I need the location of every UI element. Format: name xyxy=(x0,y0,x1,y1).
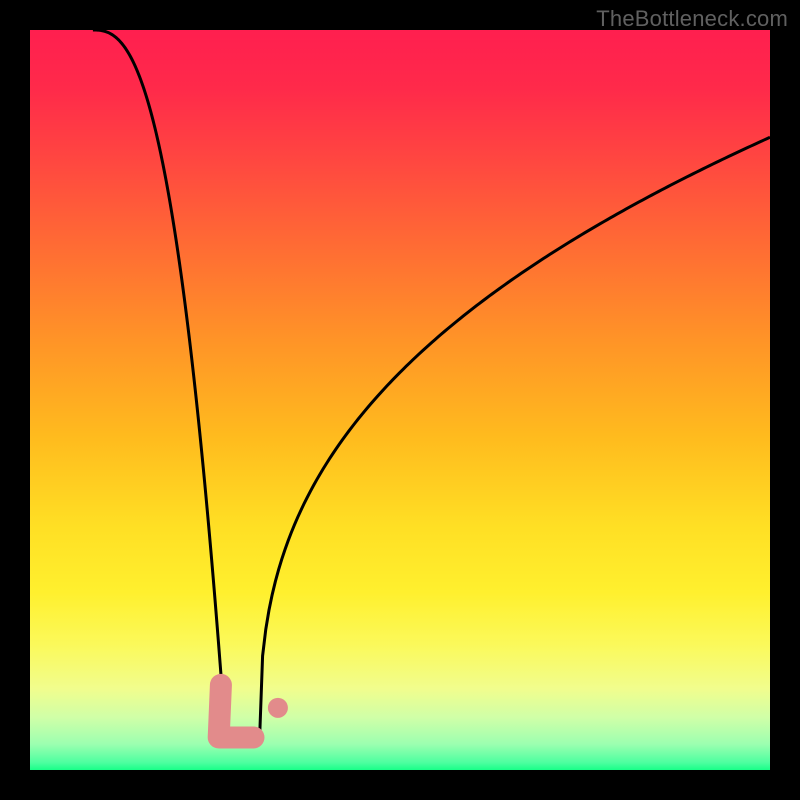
plot-gradient-background xyxy=(30,30,770,770)
watermark-text: TheBottleneck.com xyxy=(596,6,788,32)
marker-dot xyxy=(268,698,288,718)
chart-container: TheBottleneck.com xyxy=(0,0,800,800)
bottleneck-curve-chart xyxy=(0,0,800,800)
